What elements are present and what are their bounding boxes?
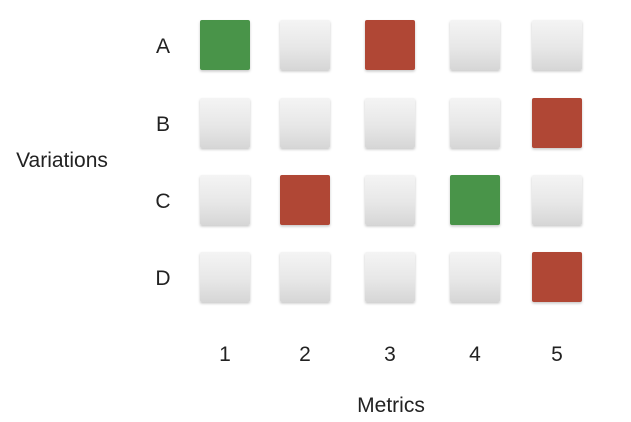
column-label-5: 5: [551, 343, 563, 366]
cell-b-4-neutral: [450, 98, 500, 148]
cell-d-4-neutral: [450, 252, 500, 302]
cells-layer: [200, 20, 582, 302]
cell-a-5-neutral: [532, 20, 582, 70]
cell-c-2-failure: [280, 175, 330, 225]
cell-a-2-neutral: [280, 20, 330, 70]
row-label-a: A: [156, 35, 170, 58]
cell-b-5-failure: [532, 98, 582, 148]
cell-c-1-neutral: [200, 175, 250, 225]
cell-b-2-neutral: [280, 98, 330, 148]
row-label-b: B: [156, 113, 170, 136]
cell-b-1-neutral: [200, 98, 250, 148]
cell-a-4-neutral: [450, 20, 500, 70]
x-axis-label: Metrics: [357, 394, 425, 417]
cell-d-1-neutral: [200, 252, 250, 302]
cell-d-3-neutral: [365, 252, 415, 302]
row-label-d: D: [155, 267, 170, 290]
row-label-c: C: [155, 190, 170, 213]
cell-a-3-failure: [365, 20, 415, 70]
column-label-3: 3: [384, 343, 396, 366]
column-label-4: 4: [469, 343, 481, 366]
cell-d-2-neutral: [280, 252, 330, 302]
cell-c-4-success: [450, 175, 500, 225]
cell-d-5-failure: [532, 252, 582, 302]
column-labels: 1 2 3 4 5: [219, 343, 563, 366]
cell-c-5-neutral: [532, 175, 582, 225]
column-label-1: 1: [219, 343, 231, 366]
row-labels: A B C D: [155, 35, 170, 290]
column-label-2: 2: [299, 343, 311, 366]
cell-a-1-success: [200, 20, 250, 70]
y-axis-label: Variations: [16, 149, 108, 172]
cell-c-3-neutral: [365, 175, 415, 225]
cell-b-3-neutral: [365, 98, 415, 148]
